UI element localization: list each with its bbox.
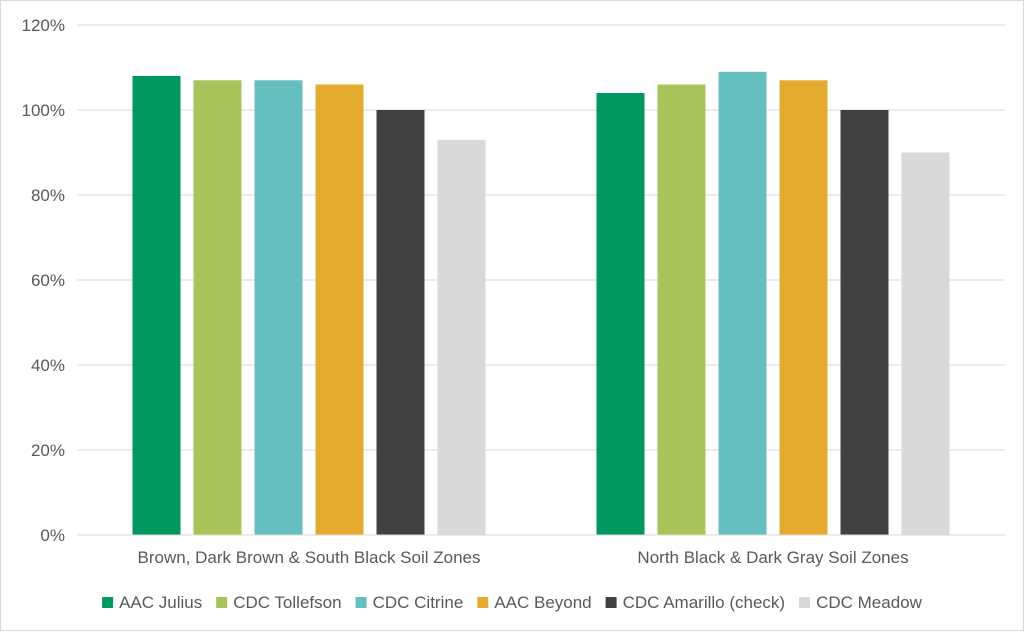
y-axis-ticks: 0% 20% 40% 60% 80% 100% 120%: [22, 16, 65, 545]
bar: [254, 80, 303, 536]
bars: [132, 71, 950, 536]
legend: AAC Julius CDC Tollefson CDC Citrine AAC Be…: [102, 593, 923, 612]
legend-item: AAC Julius: [102, 593, 202, 612]
bar: [596, 93, 645, 535]
legend-label: CDC Citrine: [373, 593, 464, 612]
bar: [779, 80, 828, 536]
bar: [437, 139, 486, 536]
legend-swatch: [216, 597, 228, 608]
legend-item: CDC Tollefson: [216, 593, 342, 612]
y-tick-label: 0%: [40, 526, 65, 545]
legend-swatch: [355, 597, 367, 608]
bar: [718, 71, 767, 536]
x-category-label: North Black & Dark Gray Soil Zones: [637, 548, 908, 567]
legend-item: CDC Citrine: [355, 593, 464, 612]
bar: [315, 84, 364, 535]
legend-swatch: [102, 597, 114, 608]
x-axis-categories: Brown, Dark Brown & South Black Soil Zon…: [138, 548, 909, 567]
legend-swatch: [799, 597, 811, 608]
legend-swatch: [605, 597, 617, 608]
legend-item: AAC Beyond: [477, 593, 592, 612]
x-category-label: Brown, Dark Brown & South Black Soil Zon…: [138, 548, 481, 567]
legend-label: CDC Amarillo (check): [623, 593, 785, 612]
bar: [840, 110, 889, 535]
legend-item: CDC Amarillo (check): [605, 593, 785, 612]
legend-swatch: [477, 597, 489, 608]
bar: [657, 84, 706, 535]
y-tick-label: 120%: [22, 16, 65, 35]
legend-label: CDC Meadow: [816, 593, 923, 612]
legend-label: AAC Beyond: [494, 593, 591, 612]
y-tick-label: 20%: [31, 441, 65, 460]
y-tick-label: 40%: [31, 356, 65, 375]
y-tick-label: 100%: [22, 101, 65, 120]
legend-item: CDC Meadow: [799, 593, 923, 612]
bar: [193, 80, 242, 536]
bar: [132, 76, 181, 535]
legend-label: AAC Julius: [119, 593, 202, 612]
y-tick-label: 80%: [31, 186, 65, 205]
legend-label: CDC Tollefson: [233, 593, 341, 612]
y-tick-label: 60%: [31, 271, 65, 290]
bar: [376, 110, 425, 535]
bar: [901, 152, 950, 535]
